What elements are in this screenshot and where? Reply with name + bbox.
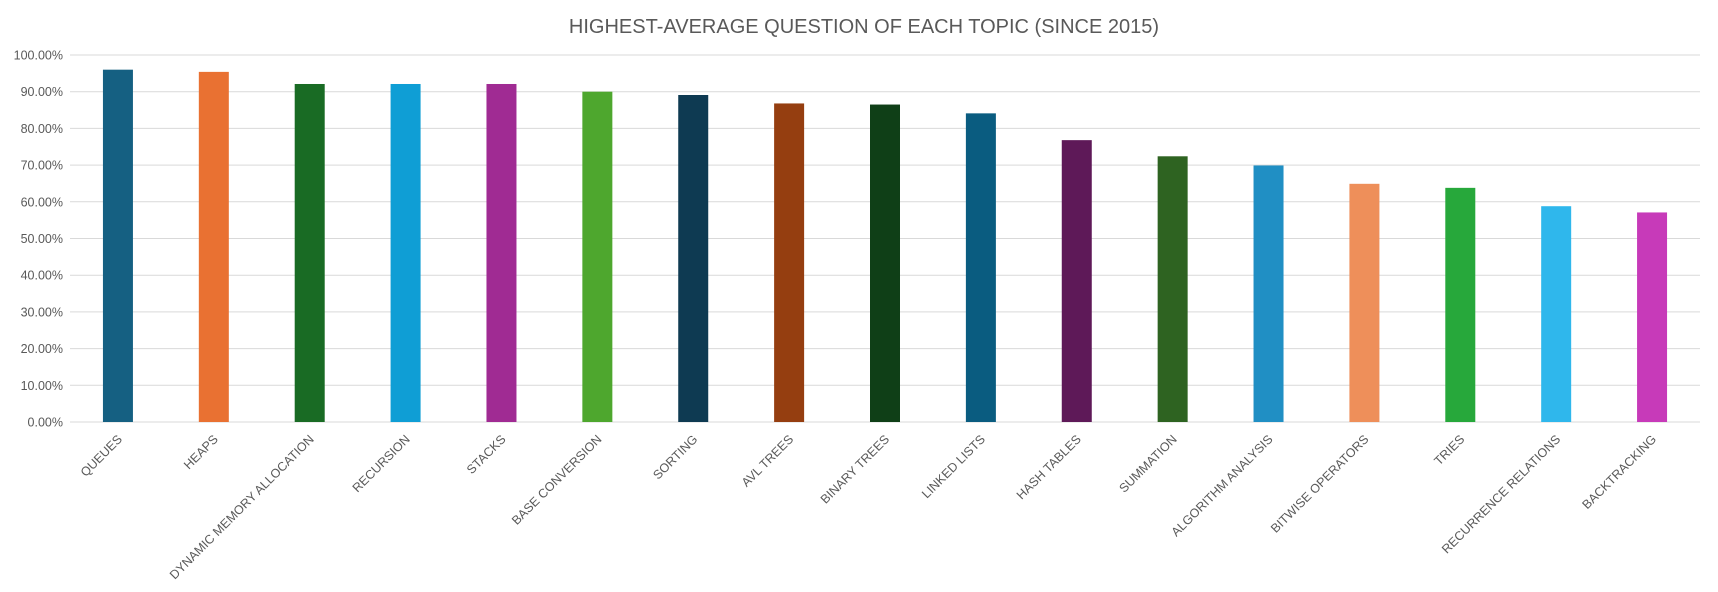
- bar-summation: [1157, 156, 1188, 423]
- bar-recursion: [390, 83, 421, 423]
- y-tick-label: 70.00%: [21, 159, 63, 173]
- bar-bitwise-operators: [1349, 183, 1380, 422]
- y-tick-label: 10.00%: [21, 379, 63, 393]
- y-tick-label: 30.00%: [21, 305, 63, 319]
- y-tick-label: 60.00%: [21, 195, 63, 209]
- x-tick-label: HEAPS: [181, 432, 221, 472]
- y-axis-tick-labels: 0.00% 10.00% 20.00% 30.00% 40.00% 50.00% 60.00…: [14, 49, 63, 430]
- x-tick-label: SORTING: [650, 432, 700, 482]
- x-tick-label: SUMMATION: [1117, 432, 1180, 495]
- y-tick-label: 50.00%: [21, 232, 63, 246]
- x-tick-label: AVL TREES: [739, 432, 796, 489]
- bars: [102, 69, 1668, 423]
- x-tick-label: BINARY TREES: [818, 432, 892, 506]
- y-tick-label: 90.00%: [21, 85, 63, 99]
- bar-hash-tables: [1061, 140, 1092, 423]
- bar-tries: [1445, 187, 1476, 422]
- bar-avl-trees: [774, 103, 805, 422]
- x-tick-label: BASE CONVERSION: [509, 432, 604, 527]
- x-tick-label: LINKED LISTS: [919, 432, 988, 501]
- y-tick-label: 40.00%: [21, 269, 63, 283]
- x-tick-label: HASH TABLES: [1014, 432, 1084, 502]
- y-tick-label: 100.00%: [14, 49, 63, 63]
- bar-base-conversion: [582, 91, 613, 422]
- bar-queues: [102, 69, 133, 423]
- bar-linked-lists: [965, 113, 996, 422]
- x-tick-label: ALGORITHM ANALYSIS: [1169, 432, 1276, 539]
- bar-binary-trees: [870, 104, 900, 423]
- bar-stacks: [486, 83, 517, 423]
- chart-title: HIGHEST-AVERAGE QUESTION OF EACH TOPIC (…: [569, 16, 1159, 38]
- x-tick-label: BACKTRACKING: [1580, 432, 1660, 512]
- y-tick-label: 20.00%: [21, 342, 63, 356]
- x-tick-label: STACKS: [464, 432, 509, 477]
- bar-heaps: [198, 71, 229, 423]
- y-tick-label: 0.00%: [28, 416, 63, 430]
- bar-backtracking: [1637, 212, 1668, 422]
- x-tick-label: TRIES: [1431, 432, 1467, 468]
- x-tick-label: RECURSION: [350, 432, 413, 495]
- x-tick-label: QUEUES: [78, 432, 125, 479]
- y-tick-label: 80.00%: [21, 122, 63, 136]
- bar-dynamic-memory-allocation: [294, 83, 325, 423]
- bar-sorting: [678, 95, 709, 423]
- bar-recurrence-relations: [1541, 206, 1572, 422]
- bar-algorithm-analysis: [1253, 165, 1284, 423]
- x-tick-label: BITWISE OPERATORS: [1268, 432, 1371, 535]
